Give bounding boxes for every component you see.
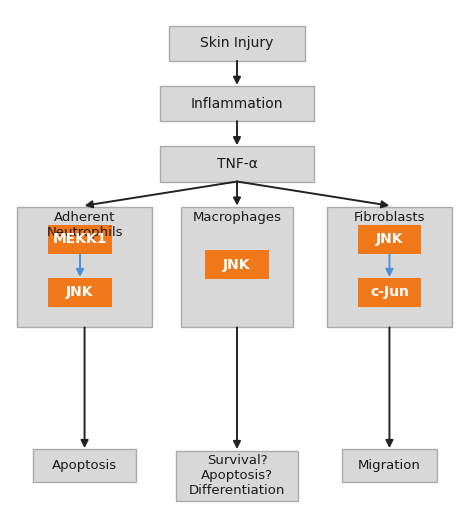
FancyBboxPatch shape — [48, 278, 112, 307]
FancyBboxPatch shape — [181, 206, 293, 328]
Text: JNK: JNK — [376, 232, 403, 246]
FancyBboxPatch shape — [18, 206, 152, 328]
Text: Fibroblasts: Fibroblasts — [354, 211, 425, 224]
Text: Skin Injury: Skin Injury — [201, 36, 273, 50]
Text: JNK: JNK — [223, 257, 251, 271]
Text: Migration: Migration — [358, 459, 421, 472]
Text: Adherent
Neutrophils: Adherent Neutrophils — [46, 211, 123, 239]
FancyBboxPatch shape — [357, 278, 421, 307]
Text: MEKK1: MEKK1 — [53, 232, 107, 246]
Text: Survival?
Apoptosis?
Differentiation: Survival? Apoptosis? Differentiation — [189, 454, 285, 497]
FancyBboxPatch shape — [160, 146, 314, 181]
Text: Inflammation: Inflammation — [191, 96, 283, 111]
FancyBboxPatch shape — [342, 450, 437, 482]
Text: c-Jun: c-Jun — [370, 285, 409, 299]
Text: Apoptosis: Apoptosis — [52, 459, 117, 472]
Text: TNF-α: TNF-α — [217, 157, 257, 171]
FancyBboxPatch shape — [175, 451, 299, 501]
FancyBboxPatch shape — [169, 26, 305, 61]
Text: Macrophages: Macrophages — [192, 211, 282, 224]
FancyBboxPatch shape — [48, 225, 112, 254]
FancyBboxPatch shape — [33, 450, 136, 482]
FancyBboxPatch shape — [357, 225, 421, 254]
FancyBboxPatch shape — [327, 206, 452, 328]
Text: JNK: JNK — [66, 285, 94, 299]
FancyBboxPatch shape — [205, 250, 269, 279]
FancyBboxPatch shape — [160, 86, 314, 121]
